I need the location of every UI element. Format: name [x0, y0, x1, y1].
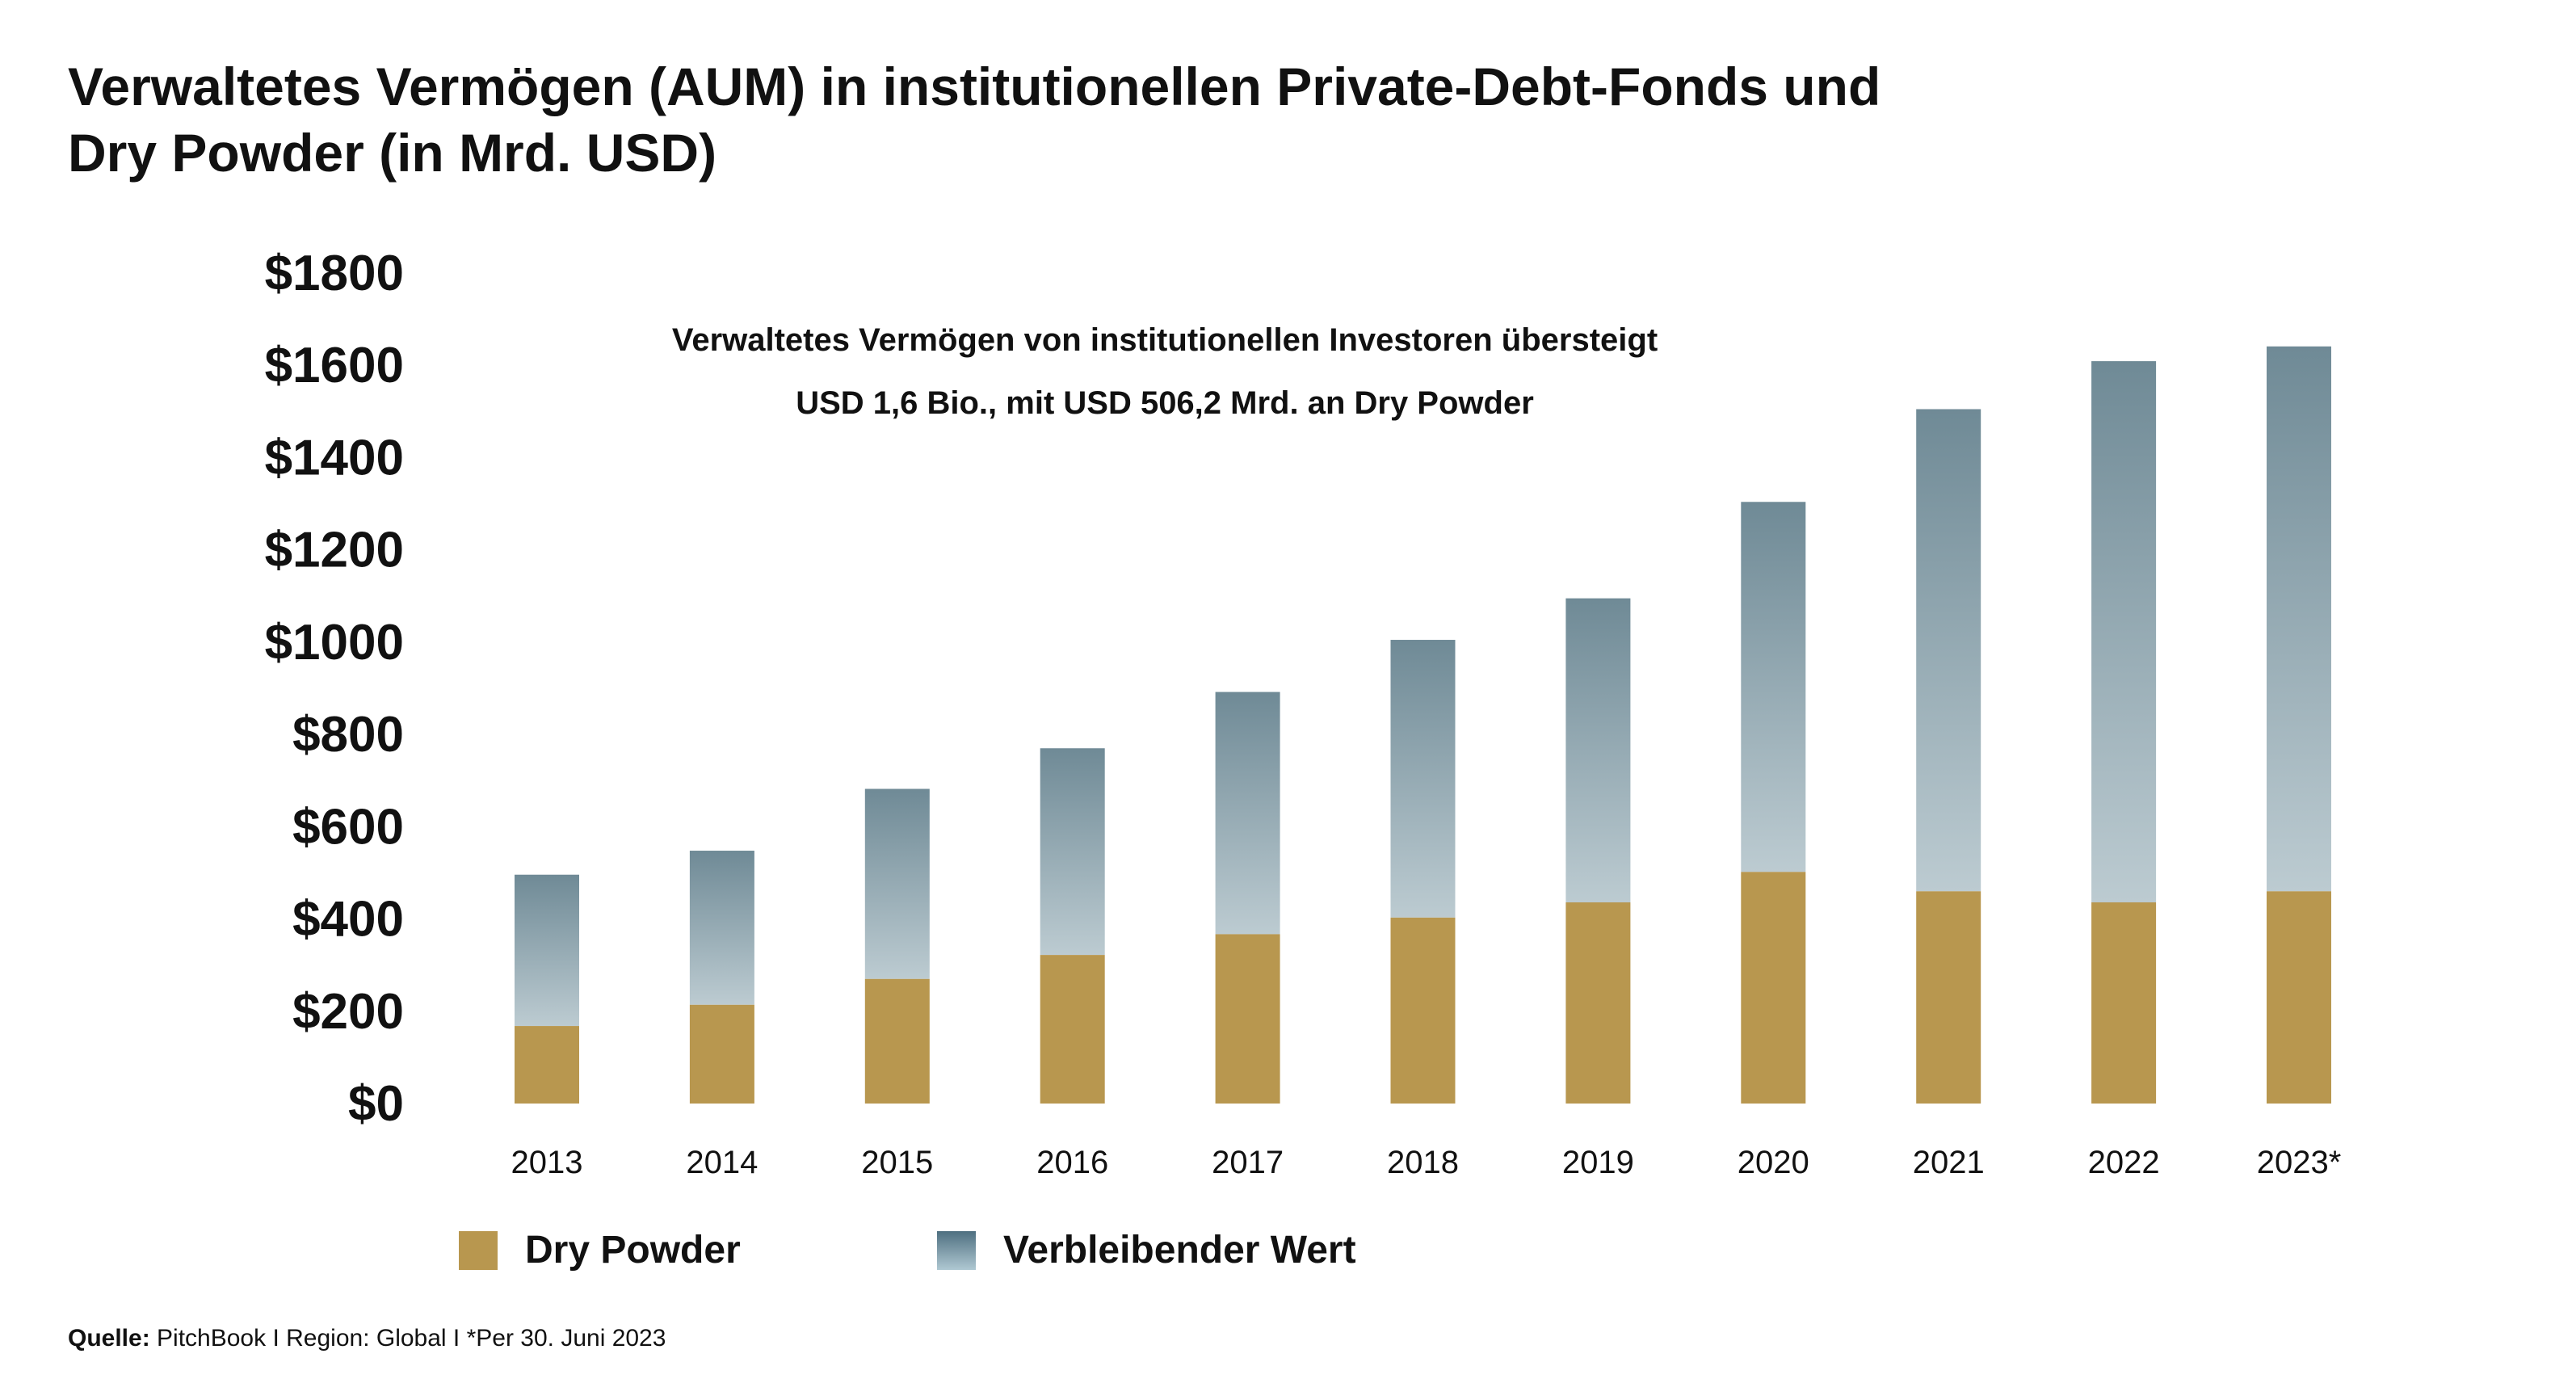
x-tick-label: 2017: [1212, 1145, 1284, 1180]
bars-group: [515, 346, 2331, 1104]
bar-remaining: [689, 851, 754, 1005]
y-tick-label: $400: [292, 892, 404, 948]
bar-dry-powder: [864, 978, 930, 1104]
bar-remaining: [864, 788, 930, 979]
x-tick-label: 2016: [1036, 1145, 1108, 1180]
x-tick-label: 2019: [1562, 1145, 1634, 1180]
x-tick-label: 2014: [686, 1145, 758, 1180]
annotation-line1: Verwaltetes Vermögen von institutionelle…: [672, 322, 1658, 358]
x-axis: 2013 2014 2015 2016 2017 2018 2019 2020 2021 2022…: [511, 1145, 2342, 1180]
bar-remaining: [1215, 692, 1280, 935]
y-tick-label: $1600: [265, 338, 404, 393]
y-tick-label: $800: [292, 707, 404, 763]
bar-remaining: [1741, 502, 1806, 872]
bar-dry-powder: [515, 1026, 579, 1104]
chart-title: Verwaltetes Vermögen (AUM) in institutio…: [68, 53, 2410, 186]
x-tick-label: 2022: [2088, 1145, 2160, 1180]
y-tick-label: $1200: [265, 523, 404, 578]
x-tick-label: 2013: [511, 1145, 583, 1180]
source-text: PitchBook I Region: Global I *Per 30. Ju…: [157, 1325, 666, 1352]
bar-dry-powder: [1215, 934, 1280, 1104]
bar-remaining: [2091, 361, 2157, 902]
bar-dry-powder: [1916, 891, 1981, 1104]
y-tick-label: $0: [348, 1076, 404, 1132]
bar-remaining: [515, 874, 579, 1027]
source-label: Quelle:: [68, 1325, 150, 1352]
legend-swatch-dry-powder: [459, 1230, 498, 1270]
bar-dry-powder: [1741, 872, 1806, 1104]
y-axis: $0 $200 $400 $600 $800 $1000 $1200 $1400 $1600 $1…: [265, 246, 404, 1132]
y-tick-label: $1000: [265, 615, 404, 671]
chart-title-line1: Verwaltetes Vermögen (AUM) in institutio…: [68, 57, 1881, 116]
x-tick-label: 2015: [861, 1145, 933, 1180]
bar-dry-powder: [2091, 902, 2157, 1104]
bar-remaining: [1565, 598, 1631, 902]
y-tick-label: $1400: [265, 430, 404, 486]
x-tick-label: 2023*: [2257, 1145, 2342, 1180]
y-tick-label: $1800: [265, 246, 404, 301]
y-tick-label: $200: [292, 984, 404, 1040]
x-tick-label: 2021: [1913, 1145, 1985, 1180]
legend-swatch-remaining: [937, 1230, 976, 1270]
x-tick-label: 2018: [1387, 1145, 1459, 1180]
y-tick-label: $600: [292, 799, 404, 855]
source-note: Quelle: PitchBook I Region: Global I *Pe…: [68, 1325, 666, 1352]
annotation-line2: USD 1,6 Bio., mit USD 506,2 Mrd. an Dry …: [796, 385, 1534, 421]
bar-dry-powder: [2267, 891, 2331, 1104]
chart-title-line2: Dry Powder (in Mrd. USD): [68, 123, 717, 183]
bar-dry-powder: [1390, 917, 1456, 1104]
bar-dry-powder: [689, 1004, 754, 1104]
x-tick-label: 2020: [1738, 1145, 1809, 1180]
legend-item-remaining: Verbleibender Wert: [937, 1228, 1356, 1272]
bar-remaining: [1390, 640, 1456, 918]
bar-remaining: [1916, 409, 1981, 892]
bar-dry-powder: [1565, 902, 1631, 1104]
legend-label-remaining: Verbleibender Wert: [1003, 1229, 1356, 1272]
legend-item-dry-powder: Dry Powder: [459, 1228, 741, 1272]
bar-dry-powder: [1040, 955, 1105, 1104]
bar-remaining: [1040, 748, 1105, 956]
bar-remaining: [2267, 346, 2331, 892]
legend-label-dry-powder: Dry Powder: [525, 1229, 741, 1272]
